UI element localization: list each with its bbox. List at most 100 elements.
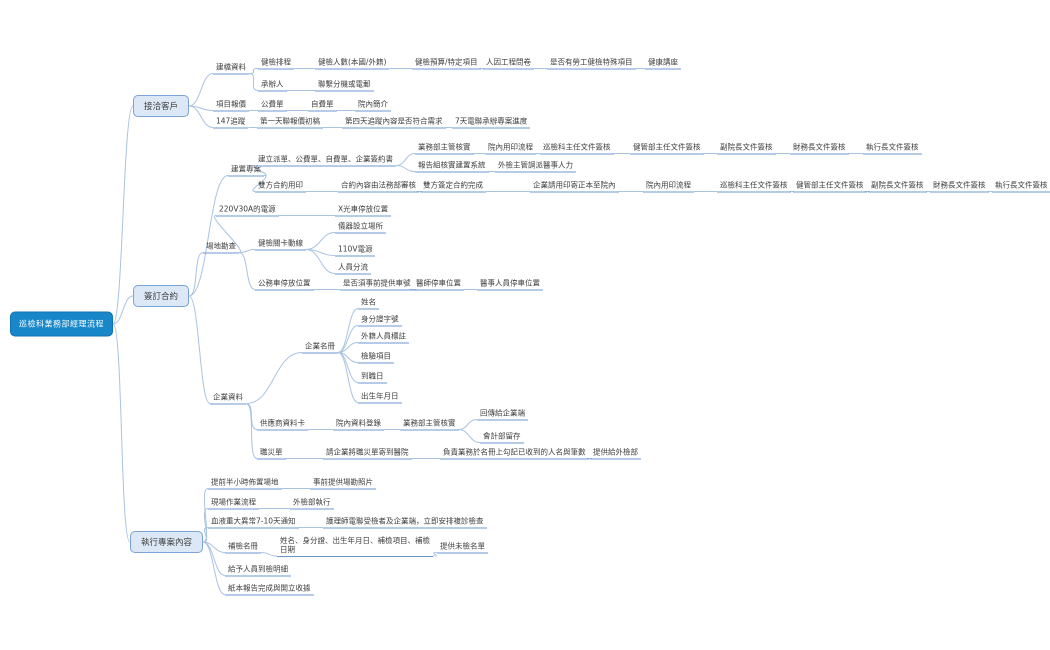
mindmap-node-a4[interactable]: 健管部主任文件簽核: [630, 142, 704, 155]
mindmap-node-2-2-2-3[interactable]: 人員分流: [335, 262, 371, 275]
mindmap-node-2-3-3-1-1-1[interactable]: 提供給外檢部: [590, 447, 641, 460]
mindmap-node-1-3-1[interactable]: 第一天聯報價初稿: [257, 116, 323, 129]
mindmap-node-3-1[interactable]: 提前半小時佈置場地: [208, 477, 282, 490]
mindmap-node-1-2[interactable]: 項目報價: [213, 99, 249, 112]
mindmap-node-2-3-3-1[interactable]: 請企業將職災單寄到醫院: [323, 447, 412, 460]
mindmap-node-2-3-1-4[interactable]: 檢驗項目: [358, 351, 394, 364]
mindmap-node-1-1-2[interactable]: 承辦人: [258, 79, 287, 92]
mindmap-connector: [112, 105, 134, 325]
mindmap-node-2-3-1-6[interactable]: 出生年月日: [358, 391, 402, 404]
mindmap-node-2-1-1[interactable]: 建立派單、公費單、自費單、企業簽約書: [255, 154, 396, 167]
mindmap-node-a7[interactable]: 執行長文件簽核: [863, 142, 922, 155]
mindmap-node-3-3-1[interactable]: 護理師電聯受檢者及企業端，立即安排複診檢查: [323, 516, 487, 529]
mindmap-connector: [395, 165, 416, 172]
mindmap-node-2[interactable]: 簽訂合約: [133, 285, 190, 307]
mindmap-node-1-1-1-1-1-1-1[interactable]: 是否有勞工健檢特殊項目: [547, 57, 636, 70]
mindmap-node-1-1-2-1[interactable]: 聯繫分機或電郵: [315, 79, 374, 92]
mindmap-node-2-3-1-3[interactable]: 外籍人員標註: [358, 331, 409, 344]
mindmap-connector: [202, 488, 209, 543]
mindmap-node-b4[interactable]: 企業請用印寄正本至院內: [530, 180, 619, 193]
mindmap-connector: [305, 232, 336, 250]
mindmap-node-a1[interactable]: 業務部主管核實: [415, 142, 474, 155]
mindmap-node-3-3[interactable]: 血液重大異常7-10天通知: [208, 516, 299, 529]
mindmap-node-b8[interactable]: 副院長文件簽核: [868, 180, 927, 193]
mindmap-node-2-2-3-1-1[interactable]: 醫師停車位置: [413, 278, 464, 291]
mindmap-connector: [252, 175, 267, 192]
mindmap-connector: [458, 419, 478, 430]
mindmap-node-2-2[interactable]: 場地勘查: [203, 241, 239, 254]
mindmap-node-2-3-2-1-1-2[interactable]: 會計部留存: [480, 431, 524, 444]
mindmap-node-2-3-3-1-1[interactable]: 負責業務於名冊上勾記已收到的人名與筆數: [440, 447, 589, 460]
mindmap-connector: [248, 68, 259, 74]
mindmap-node-2-3-1-1[interactable]: 姓名: [358, 297, 379, 310]
mindmap-node-b5[interactable]: 院內用印流程: [643, 180, 694, 193]
mindmap-node-2-2-2-2[interactable]: 110V電源: [335, 244, 376, 257]
mindmap-node-3-1-1[interactable]: 事前提供場勘照片: [310, 477, 376, 490]
mindmap-connector: [188, 175, 229, 297]
mindmap-node-a6[interactable]: 財務長文件簽核: [790, 142, 849, 155]
mindmap-node-1-1[interactable]: 建檔資料: [213, 62, 249, 75]
mindmap-node-2-3-2-1-1[interactable]: 業務部主管核實: [400, 418, 459, 431]
mindmap-node-a3[interactable]: 巡檢科主任文件簽核: [540, 142, 614, 155]
mindmap-node-3-2[interactable]: 現場作業流程: [208, 497, 259, 510]
mindmap-node-1-1-1-1-1[interactable]: 健檢預算/特定項目: [412, 57, 481, 70]
mindmap-node-1-2-1[interactable]: 公費單: [258, 99, 287, 112]
mindmap-node-2-1-1-2-1[interactable]: 外檢主管調派醫事人力: [495, 160, 576, 173]
mindmap-node-2-2-1[interactable]: 220V30A的電源: [216, 204, 279, 217]
mindmap-node-2-1-1-2[interactable]: 報告組核實建置系統: [415, 160, 489, 173]
mindmap-node-2-2-3-1[interactable]: 是否須事前提供車號: [340, 278, 414, 291]
mindmap-connector: [188, 73, 214, 107]
mindmap-node-b2[interactable]: 合約內容由法務部審核: [338, 180, 419, 193]
mindmap-node-3-5[interactable]: 給予人員到檢明細: [225, 564, 291, 577]
mindmap-node-1-1-1-1[interactable]: 健檢人數(本國/外籍): [315, 57, 390, 70]
mindmap-node-b9[interactable]: 財務長文件簽核: [930, 180, 989, 193]
mindmap-node-3-2-1[interactable]: 外檢部執行: [290, 497, 334, 510]
mindmap-node-1-2-1-1-1[interactable]: 院內簡介: [355, 99, 391, 112]
mindmap-node-2-2-2-1[interactable]: 儀器設立場所: [335, 221, 386, 234]
mindmap-node-2-3-1-5[interactable]: 到職日: [358, 371, 387, 384]
mindmap-node-3-4-1[interactable]: 姓名、身分證、出生年月日、補檢項目、補檢日期: [277, 535, 433, 557]
mindmap-connector: [395, 153, 416, 166]
mindmap-connector: [458, 429, 481, 443]
mindmap-node-2-3-1[interactable]: 企業名冊: [302, 341, 338, 354]
mindmap-node-1-1-1-1-1-1[interactable]: 人因工程問卷: [483, 57, 534, 70]
mindmap-node-2-2-2[interactable]: 健檢關卡動線: [255, 238, 306, 251]
mindmap-connector: [245, 403, 258, 459]
mindmap-node-2-3-3[interactable]: 職災單: [257, 447, 286, 460]
mindmap-connector: [248, 73, 259, 91]
mindmap-node-2-3-1-2[interactable]: 身分證字號: [358, 314, 402, 327]
mindmap-node-2-2-1-1[interactable]: X光車停放位置: [335, 204, 392, 217]
mindmap-node-b7[interactable]: 健管部主任文件簽核: [793, 180, 867, 193]
mindmap-node-3-4[interactable]: 補檢名冊: [225, 541, 261, 554]
mindmap-connector: [213, 215, 242, 253]
mindmap-node-1-1-1[interactable]: 健檢排程: [258, 57, 294, 70]
mindmap-node-a5[interactable]: 副院長文件簽核: [717, 142, 776, 155]
mindmap-node-1-2-1-1[interactable]: 自費單: [308, 99, 337, 112]
mindmap-node-3-4-1-1[interactable]: 提供未檢名單: [437, 541, 488, 554]
mindmap-node-2-2-3[interactable]: 公務車停放位置: [255, 278, 314, 291]
mindmap-node-2-2-3-1-1-1[interactable]: 醫事人員停車位置: [477, 278, 543, 291]
mindmap-connector: [202, 527, 209, 543]
mindmap-node-b6[interactable]: 巡檢科主任文件簽核: [717, 180, 791, 193]
mindmap-node-2-3-2-1-1-1[interactable]: 回傳給企業端: [477, 408, 528, 421]
mindmap-node-2-3-2-1[interactable]: 院內資料登錄: [333, 418, 384, 431]
mindmap-node-3-6[interactable]: 紙本報告完成與開立收據: [225, 583, 314, 596]
mindmap-connector: [202, 508, 209, 543]
mindmap-node-b1[interactable]: 雙方合約用印: [255, 180, 306, 193]
mindmap-node-root[interactable]: 巡檢科業務部經理流程: [10, 311, 113, 337]
mindmap-node-1[interactable]: 接洽客戶: [133, 95, 190, 117]
mindmap-node-2-1[interactable]: 建置專案: [228, 164, 264, 177]
mindmap-connector: [238, 249, 256, 253]
mindmap-node-3[interactable]: 執行專案內容: [130, 531, 204, 553]
mindmap-node-a2[interactable]: 院內用印流程: [485, 142, 536, 155]
mindmap-node-1-1-1-1-1-1-1-1[interactable]: 健康講座: [645, 57, 681, 70]
mindmap-node-1-3-1-1[interactable]: 第四天追蹤內容是否符合需求: [342, 116, 446, 129]
mindmap-node-2-3-2[interactable]: 供應商資料卡: [257, 418, 308, 431]
mindmap-connector: [245, 352, 303, 404]
mindmap-node-2-3[interactable]: 企業資料: [210, 392, 246, 405]
mindmap-node-b10[interactable]: 執行長文件簽核: [992, 180, 1050, 193]
mindmap-node-1-3[interactable]: 147追蹤: [213, 116, 249, 129]
mindmap-node-1-3-1-1-1[interactable]: 7天電聯承辦專案進度: [452, 116, 531, 129]
mindmap-node-b3[interactable]: 雙方簽定合約完成: [420, 180, 486, 193]
